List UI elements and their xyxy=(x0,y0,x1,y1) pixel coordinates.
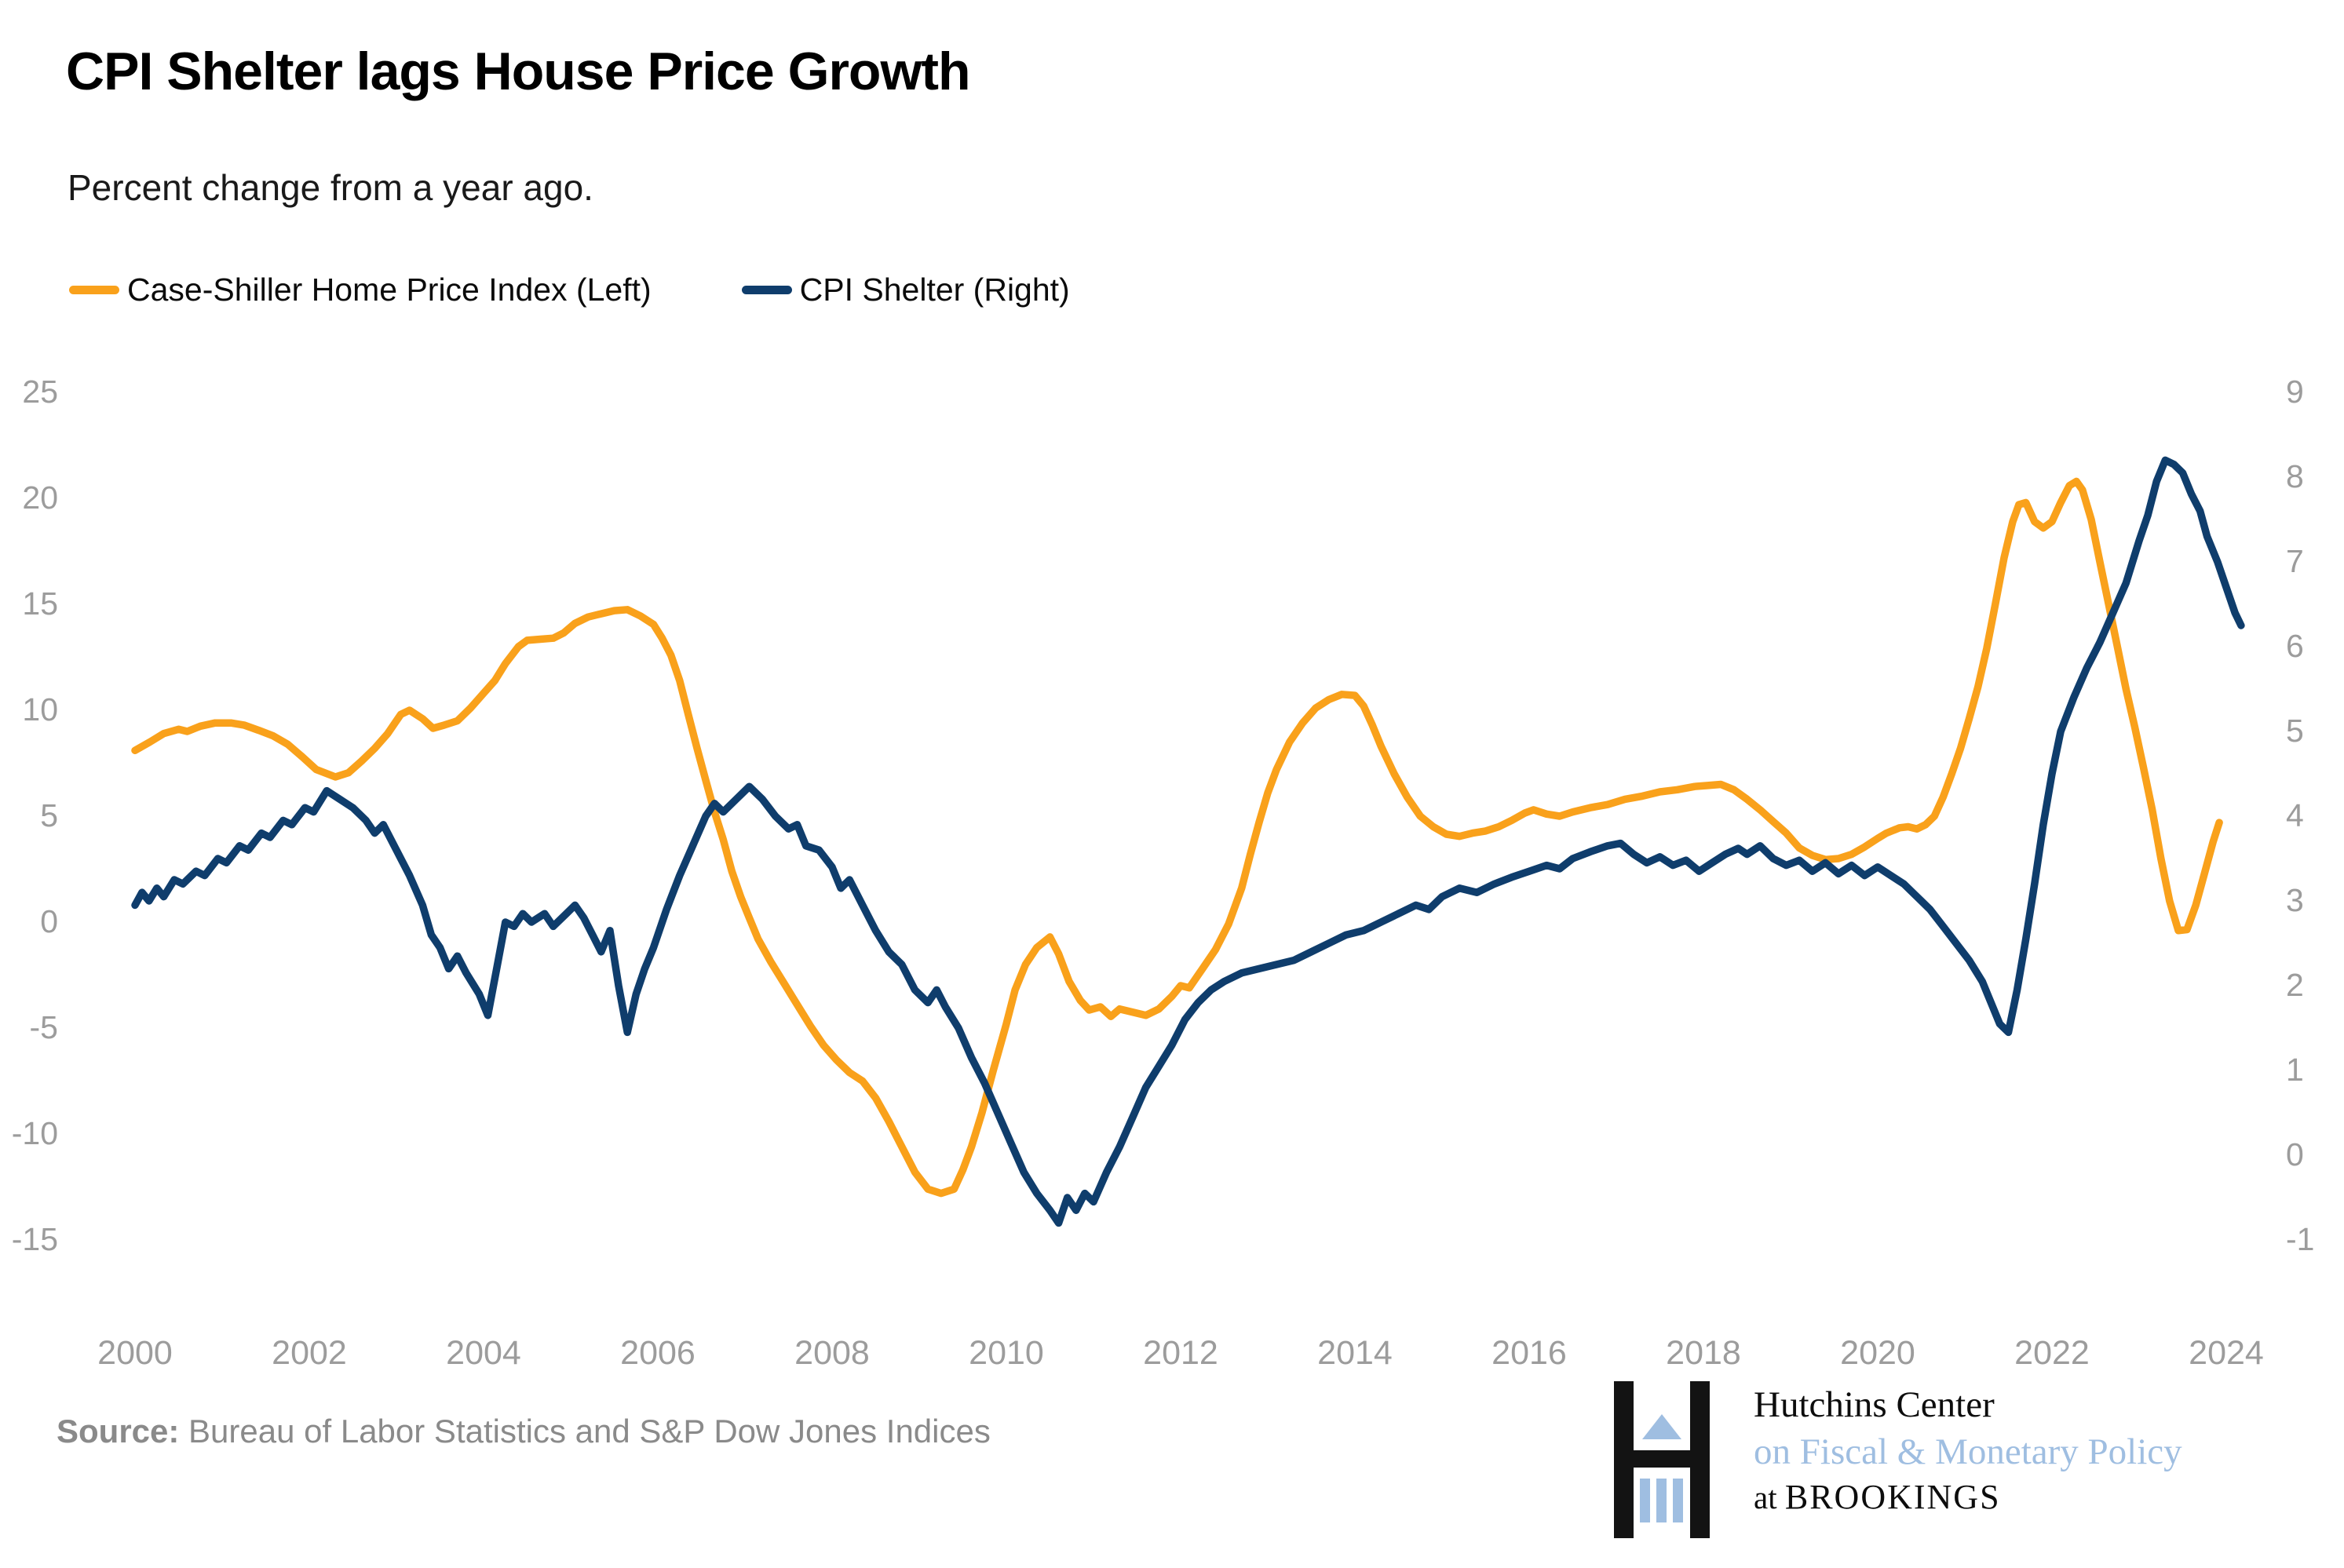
x-axis-tick: 2008 xyxy=(794,1334,870,1372)
case-shiller-line xyxy=(131,477,2223,1198)
legend-item-case-shiller: Case-Shiller Home Price Index (Left) xyxy=(69,272,652,308)
page-title: CPI Shelter lags House Price Growth xyxy=(66,42,971,101)
x-axis-tick: 2014 xyxy=(1317,1334,1393,1372)
cpi-shelter-line xyxy=(131,456,2245,1227)
right-axis-tick: 4 xyxy=(2286,797,2304,833)
chart-legend: Case-Shiller Home Price Index (Left) CPI… xyxy=(69,272,1160,308)
legend-label-case-shiller: Case-Shiller Home Price Index (Left) xyxy=(127,272,652,308)
logo-hutchins-center: Hutchins Center xyxy=(1754,1384,1995,1425)
right-axis-tick: 8 xyxy=(2286,458,2304,494)
source-text: Bureau of Labor Statistics and S&P Dow J… xyxy=(179,1413,991,1449)
left-axis-tick: -15 xyxy=(12,1221,58,1257)
x-axis-tick: 2020 xyxy=(1840,1334,1915,1372)
x-axis-tick: 2024 xyxy=(2189,1334,2264,1372)
hutchins-brookings-logo: Hutchins Center on Fiscal & Monetary Pol… xyxy=(1614,1381,2182,1538)
x-axis-tick: 2012 xyxy=(1143,1334,1218,1372)
right-axis-tick: 5 xyxy=(2286,713,2304,749)
right-axis-tick: 3 xyxy=(2286,882,2304,918)
right-axis-tick: 1 xyxy=(2286,1052,2304,1088)
left-axis-tick: 15 xyxy=(22,585,58,622)
chart-subtitle: Percent change from a year ago. xyxy=(68,167,593,208)
x-axis-tick: 2010 xyxy=(969,1334,1044,1372)
x-axis-tick: 2022 xyxy=(2014,1334,2090,1372)
x-axis-tick: 2004 xyxy=(446,1334,521,1372)
left-axis-tick: -10 xyxy=(12,1115,58,1151)
x-axis-tick: 2000 xyxy=(97,1334,173,1372)
case-shiller-swatch xyxy=(69,286,119,294)
left-axis-tick: 10 xyxy=(22,691,58,727)
source-prefix: Source: xyxy=(57,1413,180,1449)
left-axis-tick: -5 xyxy=(30,1009,58,1045)
left-axis-tick: 20 xyxy=(22,480,58,516)
right-axis-tick: 9 xyxy=(2286,374,2304,410)
legend-label-cpi-shelter: CPI Shelter (Right) xyxy=(799,272,1070,308)
pediment-icon xyxy=(1642,1414,1681,1439)
x-axis-tick: 2006 xyxy=(620,1334,696,1372)
left-axis-tick: 0 xyxy=(40,903,58,939)
right-axis-tick: 6 xyxy=(2286,628,2304,664)
x-axis-tick: 2016 xyxy=(1491,1334,1567,1372)
x-axis-tick: 2018 xyxy=(1666,1334,1741,1372)
right-axis-tick: 0 xyxy=(2286,1136,2304,1172)
source-note: Source: Bureau of Labor Statistics and S… xyxy=(57,1413,991,1450)
x-axis-tick: 2002 xyxy=(272,1334,347,1372)
logo-fiscal-monetary: on Fiscal & Monetary Policy xyxy=(1754,1431,2182,1473)
right-axis-tick: 7 xyxy=(2286,543,2304,579)
legend-item-cpi-shelter: CPI Shelter (Right) xyxy=(741,272,1070,308)
left-axis-tick: 5 xyxy=(40,797,58,833)
logo-at-brookings: at BROOKINGS xyxy=(1754,1478,2001,1517)
left-axis-tick: 25 xyxy=(22,374,58,410)
logo-text: Hutchins Center on Fiscal & Monetary Pol… xyxy=(1754,1381,2182,1520)
cpi-shelter-swatch xyxy=(741,286,792,294)
hutchins-h-icon xyxy=(1614,1381,1710,1538)
right-axis-tick: 2 xyxy=(2286,967,2304,1003)
right-axis-tick: -1 xyxy=(2286,1221,2314,1257)
